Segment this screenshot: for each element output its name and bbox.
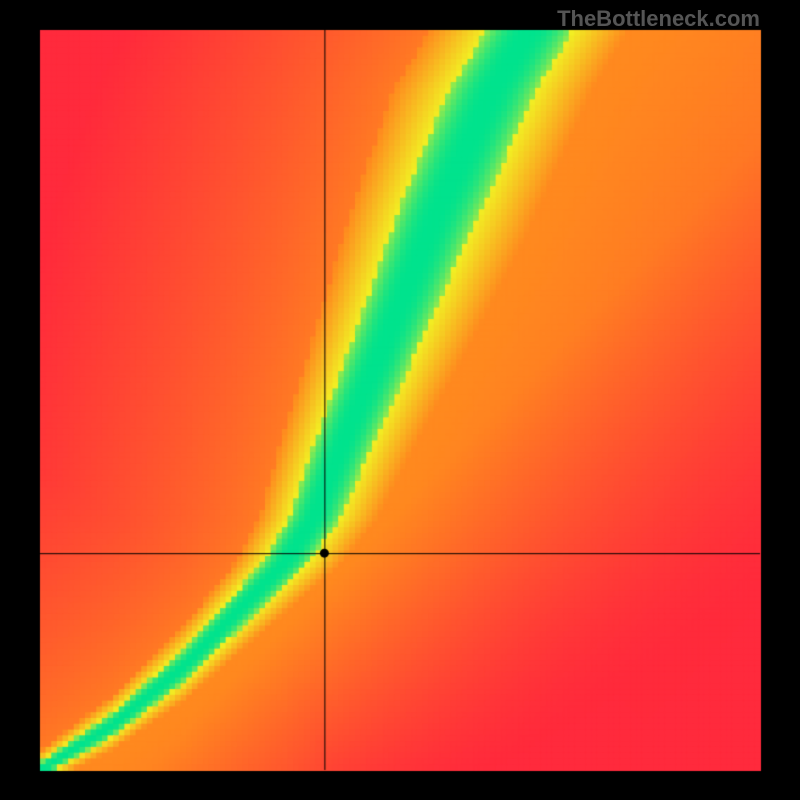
watermark-text: TheBottleneck.com: [557, 6, 760, 32]
heatmap-canvas: [0, 0, 800, 800]
chart-container: TheBottleneck.com: [0, 0, 800, 800]
